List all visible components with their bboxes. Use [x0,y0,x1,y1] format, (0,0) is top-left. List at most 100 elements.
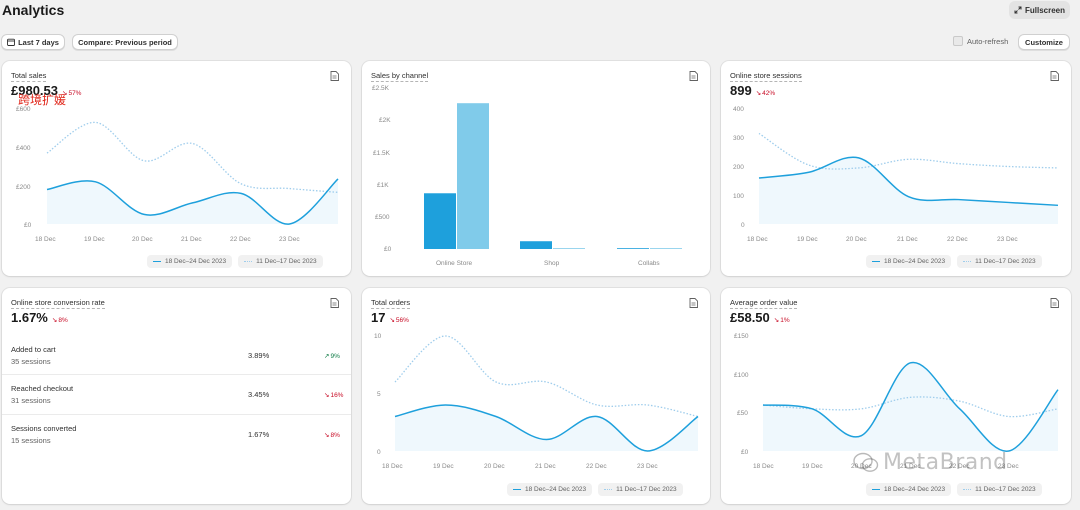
date-range-button[interactable]: Last 7 days [1,34,65,50]
arrow-down-icon: ↘ [324,432,330,439]
y-tick-label: £0 [741,449,749,456]
legend-label: 18 Dec–24 Dec 2023 [525,486,587,493]
metric-value: 1.67% [11,310,48,325]
conversion-rate-card: Online store conversion rate 1.67% ↘ 8% A… [2,288,351,504]
series-line-previous [758,132,1059,170]
legend-label: 18 Dec–24 Dec 2023 [884,258,946,265]
arrow-down-icon: ↘ [51,317,58,324]
metric: 899 ↘ 42% [730,83,775,98]
y-tick-label: £0 [24,222,32,229]
x-tick-label: 19 Dec [433,463,454,470]
card-title[interactable]: Sales by channel [371,71,429,82]
y-tick-label: 200 [733,164,744,171]
arrow-down-icon: ↘ [62,90,68,97]
x-tick-label: 19 Dec [802,463,823,470]
legend-current[interactable]: 18 Dec–24 Dec 2023 [866,255,952,268]
chart: 10 5 0 18 Dec 19 Dec 20 Dec 21 Dec 22 De… [374,333,699,470]
document-icon[interactable] [689,71,698,81]
document-icon[interactable] [689,298,698,308]
customize-label: Customize [1025,37,1063,47]
chart: £150 £100 £50 £0 18 Dec 19 Dec 20 Dec 21… [734,333,1059,470]
arrow-down-icon: ↘ [773,317,780,324]
legend-label: 18 Dec–24 Dec 2023 [884,486,946,493]
legend-swatch [963,261,972,262]
document-icon[interactable] [1050,71,1059,81]
calendar-icon [7,38,16,46]
x-tick-label: 23 Dec [997,236,1018,243]
card-title[interactable]: Average order value [730,298,798,309]
customize-button[interactable]: Customize [1018,34,1070,50]
change-value: 9% [330,352,340,360]
compare-label: Compare: Previous period [78,37,172,47]
chart: £2.5K £2K £1.5K £1K £500 £0 Online Store… [372,85,682,267]
metric-value: 17 [371,310,386,325]
card-title[interactable]: Total orders [371,298,411,309]
chart-legend: 18 Dec–24 Dec 2023 11 Dec–17 Dec 2023 [866,483,1042,496]
series-line-current [46,178,339,225]
change-badge: ↘ 8% [51,316,68,325]
x-tick-label: 20 Dec [484,463,505,470]
card-title[interactable]: Total sales [11,71,47,82]
sales-by-channel-card: Sales by channel £2.5K £2K £1.5K £1K £50… [362,61,710,276]
bar [553,248,585,249]
total-sales-card: Total sales £980.53 ↘ 57% £600 £400 £200 … [2,61,351,276]
legend-previous[interactable]: 11 Dec–17 Dec 2023 [598,483,683,496]
funnel-sessions: 31 sessions [11,396,51,405]
legend-previous[interactable]: 11 Dec–17 Dec 2023 [957,483,1042,496]
card-title[interactable]: Online store sessions [730,71,802,82]
series-line-current [758,156,1059,207]
funnel-rate: 3.89% [248,351,270,360]
document-icon[interactable] [330,71,339,81]
y-tick-label: £100 [734,372,749,379]
x-tick-label: 22 Dec [230,236,251,243]
legend-label: 11 Dec–17 Dec 2023 [975,258,1036,265]
chart-legend: 18 Dec–24 Dec 2023 11 Dec–17 Dec 2023 [866,255,1042,268]
series-line-current [394,404,699,452]
card-title[interactable]: Online store conversion rate [11,298,105,309]
change-badge: ↘ 57% [62,89,82,98]
bar [617,248,649,249]
legend-current[interactable]: 18 Dec–24 Dec 2023 [147,255,233,268]
funnel-label: Added to cart [11,345,56,354]
metric-value: 899 [730,83,752,98]
compare-button[interactable]: Compare: Previous period [72,34,178,50]
x-tick-label: 21 Dec [897,236,918,243]
auto-refresh-toggle[interactable]: Auto-refresh [953,36,1008,46]
funnel-sessions: 35 sessions [11,357,51,366]
document-icon[interactable] [330,298,339,308]
x-tick-label: 23 Dec [279,236,300,243]
legend-current[interactable]: 18 Dec–24 Dec 2023 [866,483,952,496]
x-tick-label: 18 Dec [35,236,56,243]
change-value: 57% [68,89,82,97]
total-orders-card: Total orders 17 ↘ 56% 10 5 0 18 Dec 19 De… [362,288,710,504]
change-badge: ↘ 16% [324,391,343,400]
metric: 1.67% ↘ 8% [11,310,68,325]
x-tick-label: 20 Dec [846,236,867,243]
series-area [395,405,698,451]
fullscreen-button[interactable]: Fullscreen [1009,1,1070,19]
bar [520,241,552,249]
document-icon[interactable] [1050,298,1059,308]
x-tick-label: 19 Dec [84,236,105,243]
arrow-down-icon: ↘ [389,317,395,324]
y-tick-label: 300 [733,135,744,142]
brand-watermark: MetaBrand [853,450,1008,475]
metric-value: £980.53 [11,83,58,98]
legend-previous[interactable]: 11 Dec–17 Dec 2023 [238,255,323,268]
funnel-row-sessions-converted: Sessions converted 15 sessions 1.67% ↘ 8% [2,414,351,454]
legend-swatch [604,489,613,490]
auto-refresh-checkbox[interactable] [953,36,963,46]
change-badge: ↘ 8% [324,431,340,440]
funnel-rate: 1.67% [248,430,270,439]
legend-current[interactable]: 18 Dec–24 Dec 2023 [507,483,593,496]
metric: £58.50 ↘ 1% [730,310,790,325]
y-tick-label: £50 [737,410,748,417]
legend-previous[interactable]: 11 Dec–17 Dec 2023 [957,255,1042,268]
category-label: Online Store [436,260,473,267]
series-line-current [762,361,1059,452]
chart-legend: 18 Dec–24 Dec 2023 11 Dec–17 Dec 2023 [507,483,683,496]
brand-watermark-text: MetaBrand [883,450,1008,475]
page-title: Analytics [2,2,65,18]
x-tick-label: 20 Dec [132,236,153,243]
metric: £980.53 ↘ 57% [11,83,81,98]
